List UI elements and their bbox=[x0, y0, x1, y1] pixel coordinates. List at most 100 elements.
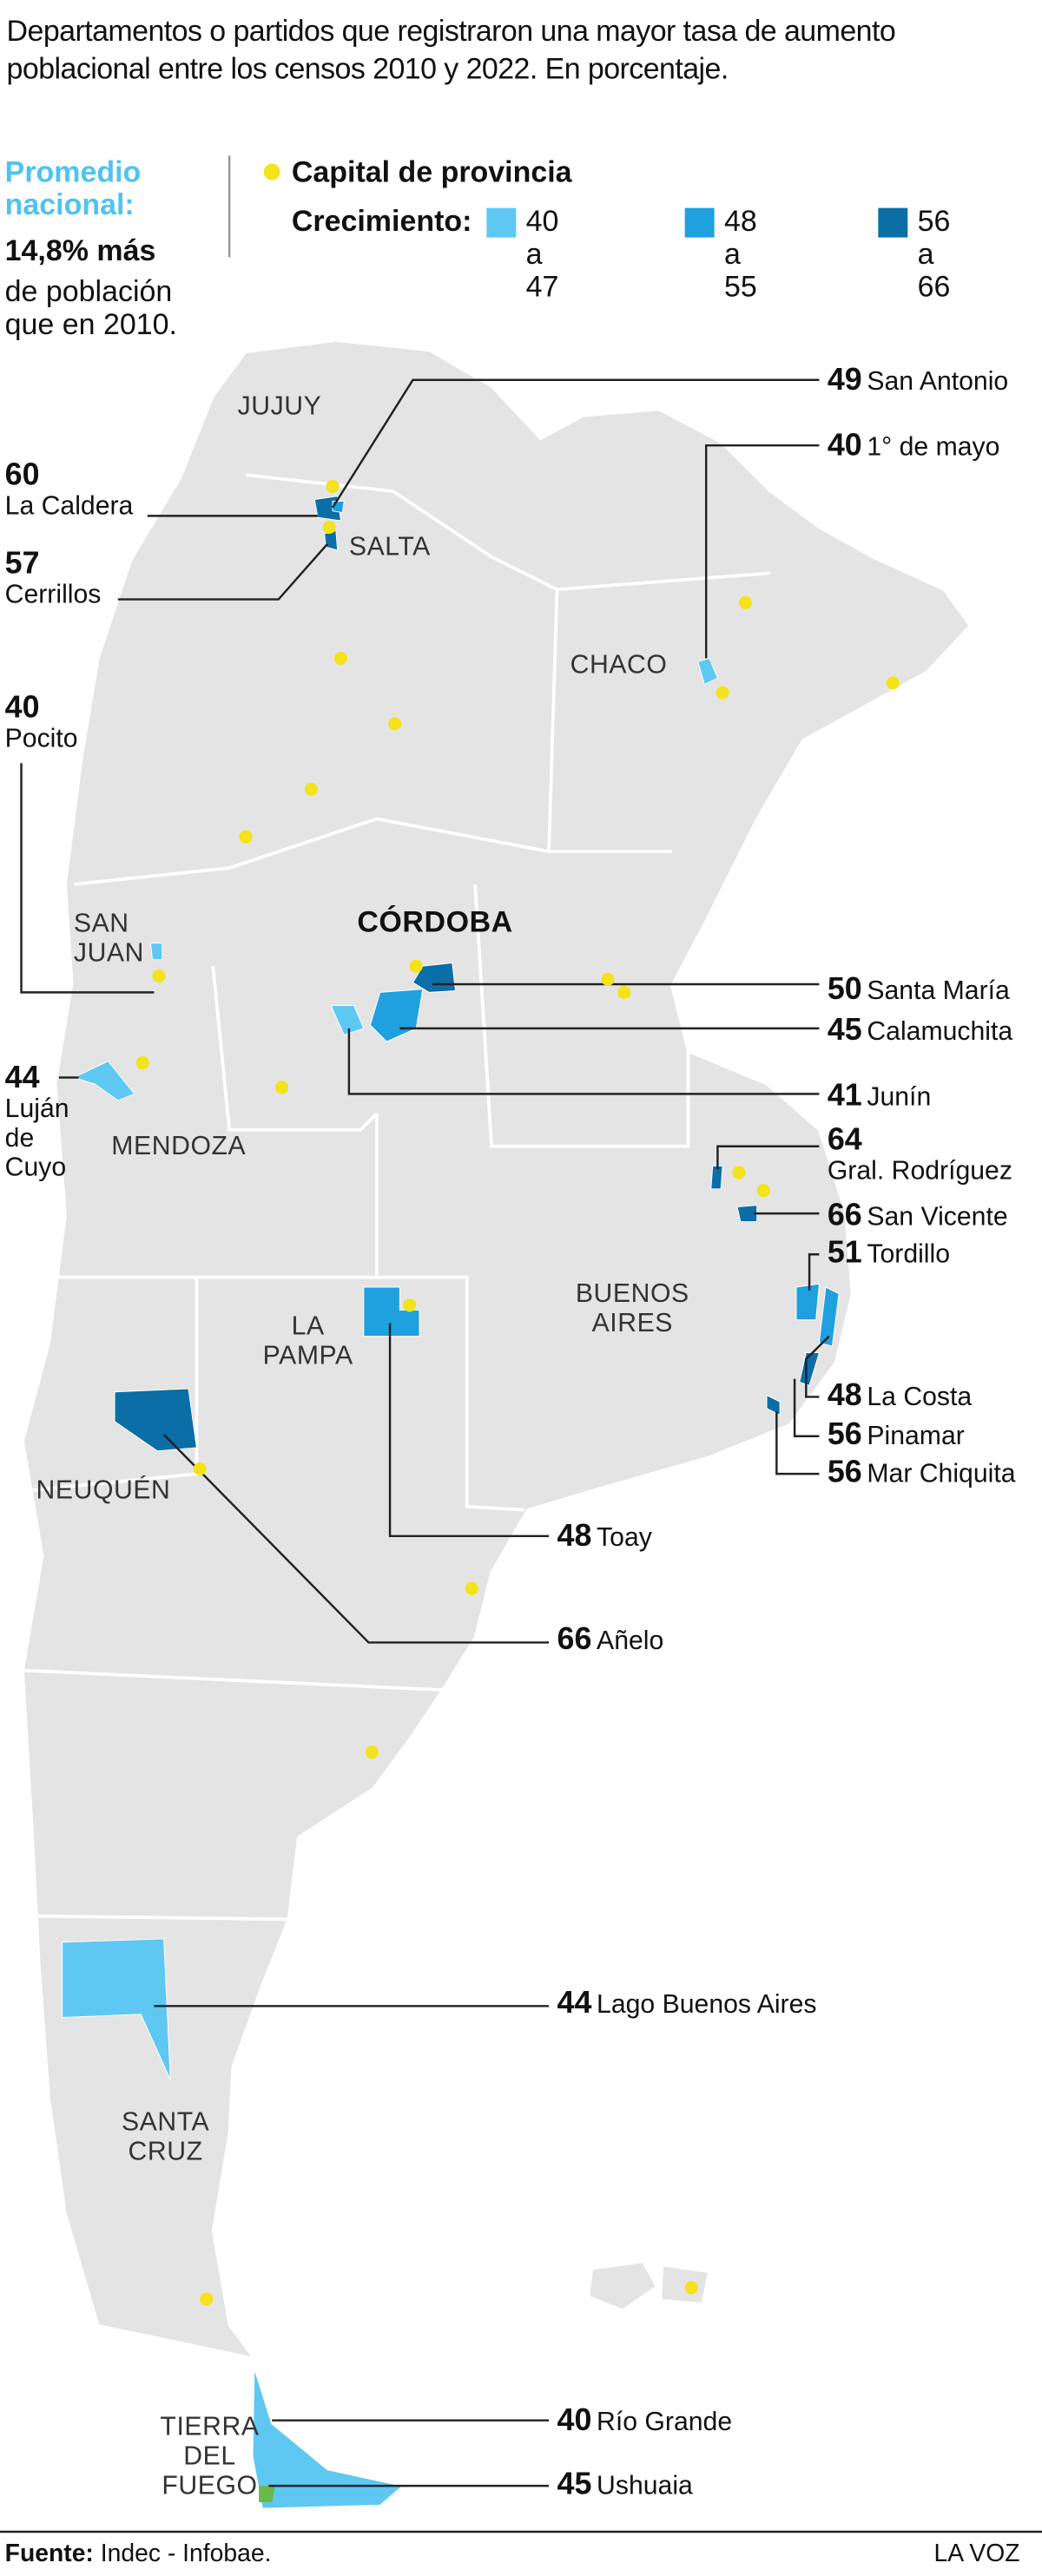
department bbox=[330, 1005, 365, 1036]
malvinas bbox=[590, 2263, 709, 2310]
callout-value: 48 bbox=[557, 1519, 592, 1554]
average-text: de población que en 2010. bbox=[4, 274, 177, 341]
leader-line bbox=[331, 378, 820, 509]
callout-value: 56 bbox=[827, 1456, 862, 1490]
callout: 51 Tordillo bbox=[828, 1237, 950, 1272]
border bbox=[245, 473, 770, 592]
tierra-del-fuego bbox=[251, 2366, 406, 2510]
callout-value: 48 bbox=[827, 1378, 862, 1414]
province-label: BUENOS AIRES bbox=[575, 1280, 689, 1338]
callout: 60 La Caldera bbox=[5, 458, 134, 522]
leader-line bbox=[388, 1323, 550, 1538]
leader-line bbox=[808, 1253, 820, 1291]
border bbox=[547, 589, 672, 854]
capital-dot bbox=[152, 969, 166, 983]
capital-dot bbox=[756, 1184, 770, 1198]
legend-swatch bbox=[486, 207, 517, 238]
capital-dot bbox=[322, 521, 336, 535]
callout-value: 44 bbox=[557, 1986, 592, 2021]
legend-capital-dot bbox=[263, 163, 280, 181]
province-borders bbox=[23, 473, 770, 1922]
capital-dot bbox=[135, 1055, 149, 1070]
callout-name: Junín bbox=[867, 1084, 932, 1113]
callout-value: 41 bbox=[827, 1079, 862, 1114]
capitals bbox=[135, 479, 900, 2306]
leader-line bbox=[805, 1335, 830, 1398]
department bbox=[150, 943, 163, 961]
capital-dot bbox=[732, 1166, 746, 1180]
callout: 44 Lago Buenos Aires bbox=[557, 1987, 817, 2021]
department bbox=[62, 1938, 171, 2080]
callout-value: 57 bbox=[4, 547, 40, 582]
callout-value: 44 bbox=[4, 1061, 40, 1096]
province-label: CHACO bbox=[570, 651, 668, 680]
department bbox=[766, 1394, 781, 1416]
border bbox=[196, 1275, 524, 1512]
capital-dot bbox=[886, 676, 900, 690]
callout-name: Toay bbox=[597, 1524, 652, 1553]
leader-line bbox=[347, 1028, 820, 1095]
callout: 48 La Costa bbox=[828, 1379, 972, 1414]
capital-dot bbox=[333, 651, 348, 666]
source-label: Fuente: bbox=[4, 2540, 94, 2568]
callout: 45 Ushuaia bbox=[557, 2468, 693, 2502]
callout: 40 Río Grande bbox=[557, 2404, 733, 2439]
capital-dot bbox=[601, 972, 615, 986]
callout: 50 Santa María bbox=[828, 973, 1010, 1008]
department bbox=[736, 1205, 758, 1223]
capital-dot bbox=[239, 830, 253, 844]
border bbox=[32, 1914, 289, 1922]
capital-dot bbox=[465, 1581, 478, 1595]
legend-label: 56 a 66 bbox=[917, 204, 951, 304]
province-label: SAN JUAN bbox=[73, 910, 145, 968]
province-label: SALTA bbox=[348, 534, 431, 562]
capital-dot bbox=[326, 479, 340, 493]
legend-capital: Capital de provincia bbox=[291, 155, 572, 188]
source-text: Indec - Infobae. bbox=[100, 2540, 272, 2568]
callout: 49 San Antonio bbox=[828, 364, 1008, 398]
legend-label: 40 a 47 bbox=[525, 204, 559, 304]
callout-name: Luján de Cuyo bbox=[4, 1095, 69, 1183]
callout-name: Gral. Rodríguez bbox=[827, 1158, 1012, 1186]
province-label: SANTA CRUZ bbox=[121, 2109, 210, 2167]
province-label: JUJUY bbox=[237, 392, 322, 421]
callout: 66 San Vicente bbox=[828, 1199, 1008, 1233]
callout: 40 Pocito bbox=[5, 691, 78, 755]
callout-name: Santa María bbox=[867, 977, 1010, 1006]
average-value: 14,8% más bbox=[4, 233, 156, 267]
regions bbox=[62, 496, 840, 2503]
capital-dot bbox=[617, 985, 631, 999]
leader-line bbox=[162, 1433, 550, 1644]
callout-value: 40 bbox=[827, 429, 862, 463]
legend-label: 48 a 55 bbox=[723, 204, 757, 304]
legend-swatch bbox=[878, 207, 908, 238]
department bbox=[72, 1061, 135, 1101]
capital-dot bbox=[716, 686, 729, 700]
callout: 48 Toay bbox=[557, 1520, 652, 1554]
callout: 41 Junín bbox=[828, 1079, 931, 1114]
callout-name: Pocito bbox=[4, 726, 78, 754]
border bbox=[211, 966, 379, 1132]
department bbox=[818, 1286, 840, 1347]
title: Departamentos o partidos que registraron… bbox=[6, 14, 896, 85]
legend-growth-label: Crecimiento: bbox=[291, 204, 472, 238]
leader-lines bbox=[20, 378, 830, 2487]
capital-dot bbox=[200, 2292, 214, 2306]
callout-name: Cerrillos bbox=[4, 582, 102, 610]
province-label: MENDOZA bbox=[111, 1133, 247, 1161]
brand: LA VOZ bbox=[933, 2540, 1020, 2568]
callout: 64 Gral. Rodríguez bbox=[828, 1123, 1012, 1187]
callout-name: La Caldera bbox=[4, 493, 134, 522]
callout-value: 60 bbox=[4, 458, 40, 493]
callout: 56 Mar Chiquita bbox=[828, 1456, 1016, 1490]
callout-name: Ushuaia bbox=[597, 2473, 693, 2501]
callout-value: 64 bbox=[827, 1123, 862, 1158]
province-label: NEUQUÉN bbox=[36, 1476, 171, 1505]
callout-value: 49 bbox=[827, 363, 862, 398]
province-label: LA PAMPA bbox=[262, 1313, 353, 1371]
source: Fuente: Indec - Infobae. bbox=[4, 2540, 272, 2569]
